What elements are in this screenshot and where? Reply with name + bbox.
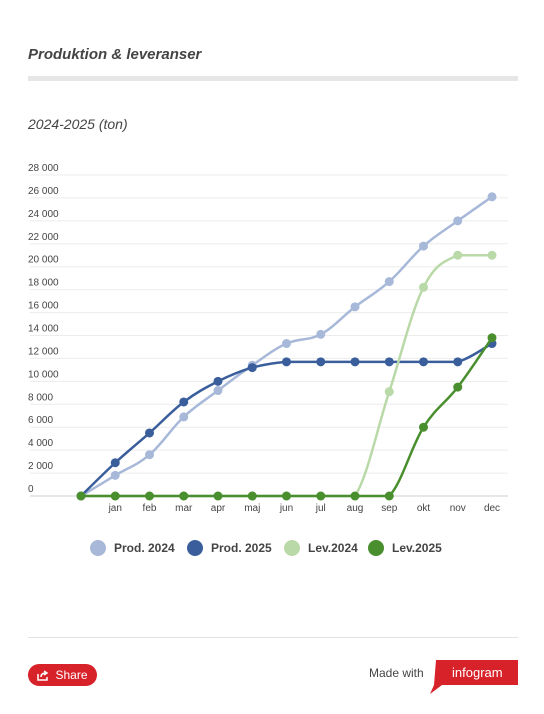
data-point[interactable] — [247, 363, 257, 373]
legend: Prod. 2024 Prod. 2025 Lev.2024 Lev.2025 — [0, 538, 544, 558]
x-tick-label: maj — [244, 503, 260, 514]
data-point[interactable] — [316, 329, 326, 339]
title-divider — [28, 76, 518, 81]
x-tick-label: jan — [108, 503, 122, 514]
legend-item-prod-2025[interactable]: Prod. 2025 — [187, 538, 272, 558]
infogram-logo-text: infogram — [452, 665, 503, 680]
legend-marker — [90, 540, 106, 556]
x-tick-label: feb — [143, 503, 157, 514]
legend-label: Lev.2025 — [392, 541, 442, 555]
y-tick-label: 6 000 — [28, 415, 53, 426]
y-tick-label: 24 000 — [28, 209, 59, 220]
infogram-logo[interactable] — [430, 660, 518, 694]
share-label: Share — [55, 668, 88, 682]
data-point[interactable] — [419, 357, 428, 367]
y-tick-label: 10 000 — [28, 369, 59, 380]
data-point[interactable] — [453, 250, 463, 260]
data-point[interactable] — [145, 491, 154, 501]
data-point[interactable] — [179, 491, 189, 501]
x-tick-label: dec — [484, 503, 500, 514]
y-tick-label: 2 000 — [28, 461, 53, 472]
x-tick-label: sep — [381, 503, 398, 514]
y-tick-label: 12 000 — [28, 346, 59, 357]
data-point[interactable] — [213, 386, 223, 396]
y-tick-label: 26 000 — [28, 186, 59, 197]
data-point[interactable] — [487, 250, 497, 260]
chart-subtitle: 2024-2025 (ton) — [28, 116, 128, 132]
data-point[interactable] — [419, 422, 428, 432]
footer-divider — [28, 637, 518, 638]
data-point[interactable] — [282, 491, 291, 501]
series-prod-2024 — [76, 192, 497, 501]
y-tick-label: 20 000 — [28, 255, 59, 266]
x-tick-label: jul — [315, 503, 326, 514]
data-point[interactable] — [213, 491, 223, 501]
x-tick-label: okt — [417, 503, 431, 514]
data-point[interactable] — [110, 458, 120, 468]
y-tick-label: 22 000 — [28, 232, 59, 243]
data-point[interactable] — [384, 387, 394, 397]
legend-label: Prod. 2024 — [114, 541, 175, 555]
data-point[interactable] — [384, 357, 394, 367]
data-point[interactable] — [213, 376, 223, 386]
data-point[interactable] — [145, 428, 154, 438]
data-point[interactable] — [453, 357, 463, 367]
data-point[interactable] — [179, 397, 189, 407]
data-point[interactable] — [247, 491, 257, 501]
data-point[interactable] — [384, 491, 394, 501]
y-tick-label: 18 000 — [28, 278, 59, 289]
y-axis-tick-labels: 0 2 000 4 000 6 000 8 000 10 000 12 000 14 000 1… — [28, 163, 59, 495]
x-tick-label: mar — [175, 503, 193, 514]
data-point[interactable] — [110, 491, 120, 501]
data-point[interactable] — [487, 192, 497, 202]
data-point[interactable] — [110, 470, 120, 480]
data-point[interactable] — [316, 357, 326, 367]
legend-marker — [284, 540, 300, 556]
data-point[interactable] — [179, 412, 189, 422]
data-point[interactable] — [76, 491, 86, 501]
series-prod-2025 — [76, 339, 497, 501]
legend-item-lev-2025[interactable]: Lev.2025 — [368, 538, 442, 558]
share-icon — [37, 669, 49, 681]
legend-item-prod-2024[interactable]: Prod. 2024 — [90, 538, 175, 558]
data-point[interactable] — [350, 357, 360, 367]
y-tick-label: 4 000 — [28, 438, 53, 449]
data-point[interactable] — [419, 282, 428, 292]
y-tick-label: 28 000 — [28, 163, 59, 174]
x-tick-label: apr — [211, 503, 226, 514]
data-point[interactable] — [453, 382, 463, 392]
series-lines — [76, 192, 497, 501]
x-tick-label: nov — [450, 503, 466, 514]
data-point[interactable] — [419, 241, 428, 251]
x-axis-tick-labels: jan feb mar apr maj jun jul aug sep okt nov dec — [108, 503, 500, 514]
x-tick-label: jun — [279, 503, 293, 514]
series-lev-2025 — [76, 333, 497, 501]
data-point[interactable] — [384, 277, 394, 287]
y-tick-label: 16 000 — [28, 301, 59, 312]
data-point[interactable] — [350, 302, 360, 312]
x-tick-label: aug — [347, 503, 364, 514]
grid-lines — [30, 174, 508, 497]
legend-label: Lev.2024 — [308, 541, 358, 555]
share-button[interactable]: Share — [28, 664, 97, 686]
legend-marker — [187, 540, 203, 556]
legend-marker — [368, 540, 384, 556]
chart-title: Produktion & leveranser — [28, 46, 202, 63]
data-point[interactable] — [282, 339, 291, 349]
data-point[interactable] — [453, 216, 463, 226]
line-chart: 0 2 000 4 000 6 000 8 000 10 000 12 000 14 000 1… — [28, 163, 508, 514]
legend-label: Prod. 2025 — [211, 541, 272, 555]
y-tick-label: 8 000 — [28, 392, 53, 403]
y-tick-label: 14 000 — [28, 324, 59, 335]
data-point[interactable] — [316, 491, 326, 501]
data-point[interactable] — [487, 333, 497, 343]
data-point[interactable] — [350, 491, 360, 501]
data-point[interactable] — [145, 450, 154, 460]
legend-item-lev-2024[interactable]: Lev.2024 — [284, 538, 358, 558]
y-tick-label: 0 — [28, 484, 34, 495]
made-with-text: Made with — [369, 666, 424, 680]
data-point[interactable] — [282, 357, 291, 367]
